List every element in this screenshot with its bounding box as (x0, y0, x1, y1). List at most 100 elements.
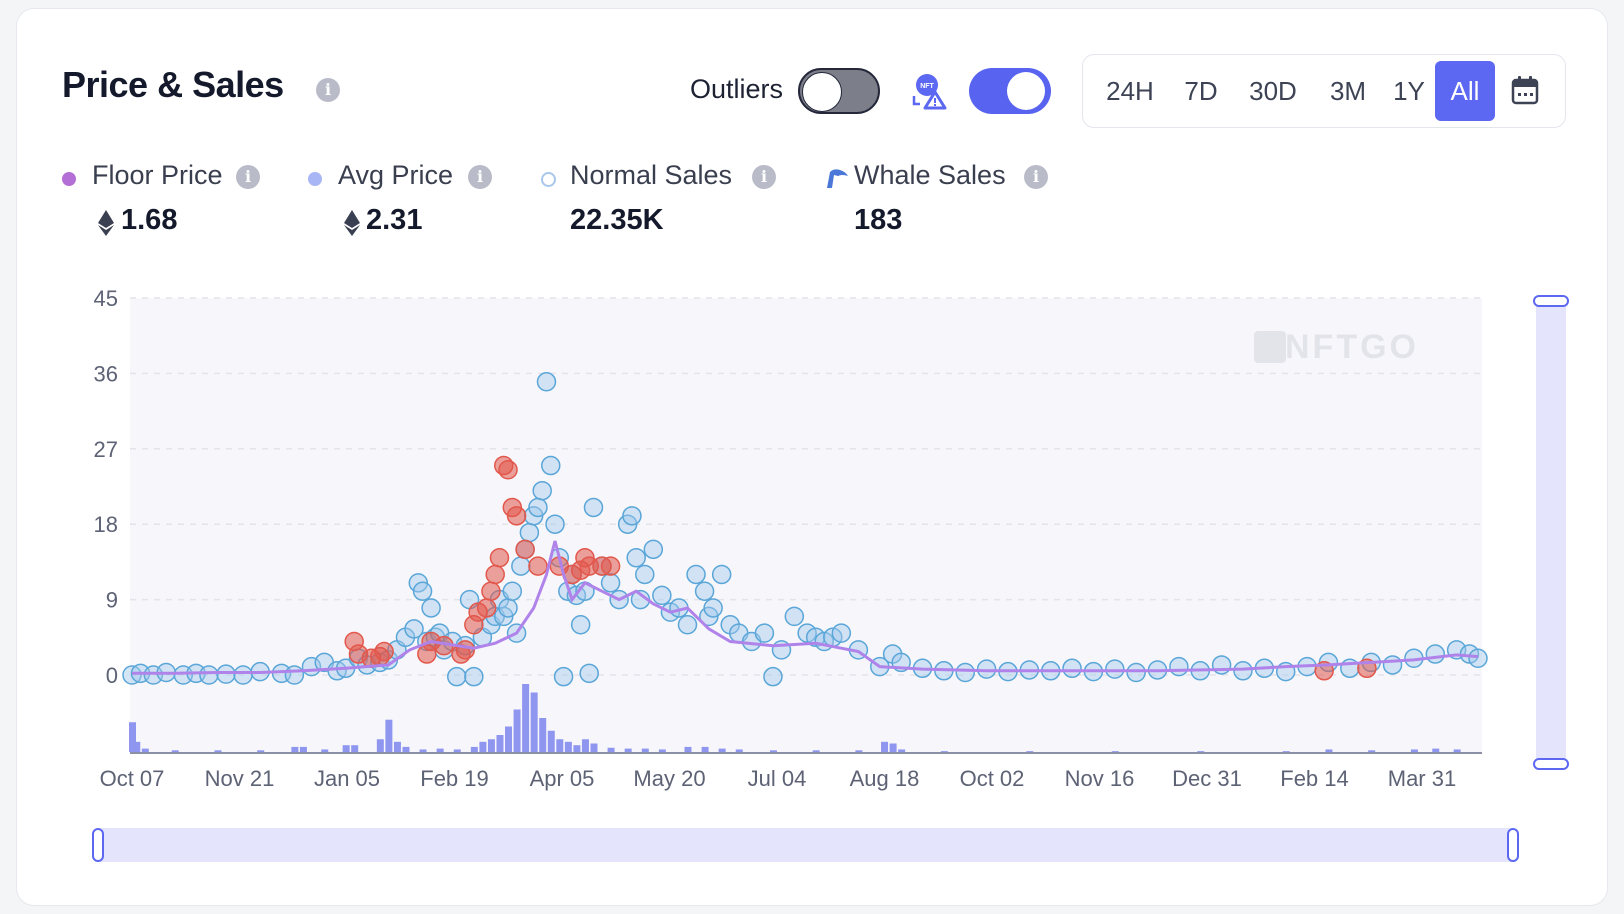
x-zoom-track[interactable] (98, 828, 1514, 862)
normal-sale-point (464, 666, 484, 687)
x-tick-label: Aug 18 (850, 766, 920, 791)
whale-sale-point (489, 547, 510, 568)
x-zoom-handle-right[interactable] (1507, 828, 1519, 862)
range-24h-button[interactable]: 24H (1106, 76, 1154, 106)
x-zoom-handle-left[interactable] (92, 828, 104, 862)
y-zoom-track[interactable] (1536, 300, 1566, 764)
normal-sale-point (831, 623, 852, 643)
volume-bar (1026, 751, 1034, 752)
floor-price-label: Floor Price (92, 160, 223, 190)
volume-bar (505, 726, 513, 752)
normal-sale-point (1382, 655, 1403, 675)
normal-sales-dot (541, 172, 556, 187)
nft-filter-toggle[interactable] (969, 68, 1051, 114)
volume-bar (684, 746, 692, 752)
volume-bar (214, 750, 222, 752)
x-tick-label: Feb 19 (420, 766, 489, 791)
calendar-icon[interactable] (1510, 74, 1540, 106)
info-icon[interactable]: i (316, 78, 340, 102)
x-tick-label: Oct 07 (100, 766, 165, 791)
info-icon[interactable]: i (236, 165, 260, 189)
volume-bar (402, 746, 410, 752)
normal-sale-point (528, 497, 548, 518)
volume-bar (898, 749, 906, 752)
normal-sale-point (1233, 661, 1253, 681)
x-tick-label: Mar 31 (1388, 766, 1456, 791)
normal-sale-point (579, 663, 599, 684)
volume-bar (530, 692, 538, 752)
x-tick-label: Oct 02 (960, 766, 1025, 791)
range-7d-button[interactable]: 7D (1184, 76, 1218, 106)
normal-sale-point (199, 665, 219, 685)
whale-sale-point (485, 564, 505, 585)
volume-bar (1432, 748, 1440, 752)
volume-bar (522, 684, 530, 752)
volume-bar (513, 709, 521, 752)
volume-bar (342, 745, 350, 752)
whale-sales-points (344, 455, 1377, 681)
volume-bar (607, 747, 615, 752)
ethereum-icon (98, 210, 114, 236)
volume-bar (496, 735, 504, 752)
normal-sale-point (583, 497, 604, 518)
y-zoom-handle-top[interactable] (1533, 295, 1569, 307)
volume-bar (419, 749, 427, 752)
info-icon[interactable]: i (1024, 165, 1048, 189)
y-tick-label: 18 (94, 512, 118, 537)
time-range-selector: 24H 7D 30D 3M 1Y All (1082, 54, 1566, 128)
y-axis: 45 36 27 18 9 0 (94, 286, 118, 688)
normal-sale-point (570, 614, 591, 635)
normal-sales-value: 22.35K (570, 204, 664, 236)
volume-bar (453, 749, 461, 752)
normal-sale-point (600, 573, 621, 593)
volume-bar (1282, 751, 1290, 752)
range-30d-button[interactable]: 30D (1249, 76, 1297, 106)
nft-shield-icon[interactable]: NFT (910, 70, 952, 112)
volume-bar (940, 751, 948, 752)
normal-sale-point (622, 506, 642, 526)
whale-sale-point (455, 640, 476, 660)
whale-sale-point (600, 556, 621, 576)
y-tick-label: 9 (106, 588, 118, 613)
range-1y-button[interactable]: 1Y (1393, 76, 1425, 106)
volume-bar (487, 739, 495, 752)
volume-bar (171, 750, 179, 752)
outliers-toggle[interactable] (798, 68, 880, 114)
normal-sale-point (216, 664, 236, 684)
volume-bar (1368, 750, 1376, 752)
ethereum-icon (344, 210, 360, 236)
x-tick-label: Feb 14 (1280, 766, 1349, 791)
normal-sale-point (677, 614, 698, 635)
grid (130, 297, 1482, 676)
range-3m-button[interactable]: 3M (1329, 76, 1367, 106)
y-tick-label: 0 (106, 663, 118, 688)
volume-bar (539, 718, 547, 752)
normal-sale-point (404, 619, 424, 639)
y-tick-label: 27 (94, 437, 118, 462)
page-title: Price & Sales (62, 64, 284, 105)
volume-bar (129, 722, 136, 752)
normal-sale-point (1105, 659, 1125, 679)
whale-sales-label: Whale Sales (854, 160, 1006, 190)
normal-sale-point (635, 564, 655, 585)
y-tick-label: 45 (94, 286, 118, 311)
normal-sale-point (1468, 648, 1488, 668)
x-tick-label: Jan 05 (314, 766, 380, 791)
info-icon[interactable]: i (752, 165, 776, 189)
volume-bar (385, 719, 393, 752)
normal-sale-point (284, 665, 305, 685)
normal-sale-point (694, 581, 715, 601)
info-icon[interactable]: i (468, 165, 492, 189)
volume-bar (351, 745, 359, 752)
range-all-button[interactable]: All (1435, 61, 1495, 121)
normal-sale-point (532, 480, 552, 501)
normal-sale-point (233, 665, 253, 685)
whale-icon (827, 169, 848, 188)
normal-sale-point (711, 564, 732, 585)
whale-sale-point (506, 506, 527, 526)
y-zoom-handle-bottom[interactable] (1533, 758, 1569, 770)
x-tick-label: Nov 21 (205, 766, 275, 791)
volume-bar (889, 743, 897, 752)
volume-bar (1197, 751, 1205, 752)
